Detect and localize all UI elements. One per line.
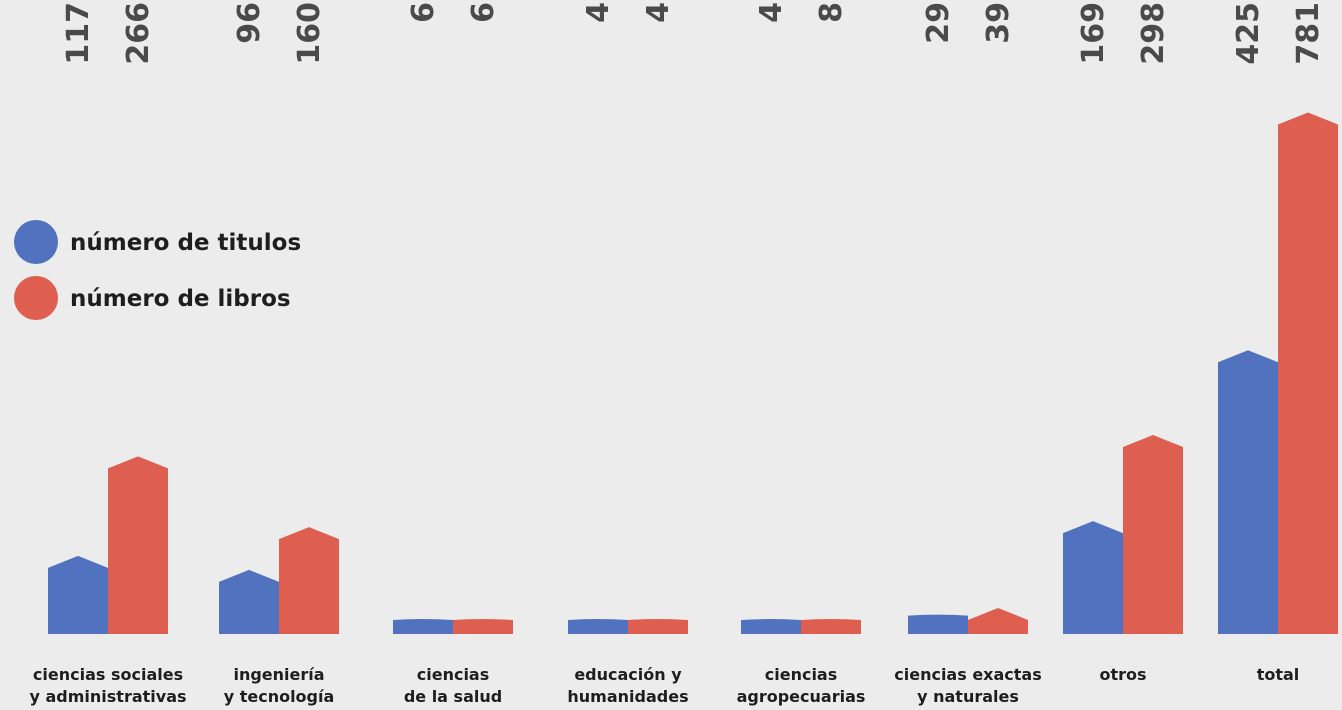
data-label: 4 bbox=[641, 2, 676, 23]
data-label: 6 bbox=[406, 2, 441, 23]
bar bbox=[453, 619, 513, 634]
bar bbox=[908, 614, 968, 634]
category-label: ciencias exactas bbox=[894, 665, 1042, 684]
bar bbox=[968, 607, 1028, 634]
data-label: 781 bbox=[1291, 2, 1326, 65]
category-label: humanidades bbox=[567, 687, 688, 706]
data-label: 4 bbox=[754, 2, 789, 23]
data-label: 96 bbox=[232, 2, 267, 44]
category-label: ciencias sociales bbox=[33, 665, 183, 684]
bar bbox=[393, 619, 453, 634]
bar bbox=[1218, 350, 1278, 634]
data-label: 160 bbox=[292, 2, 327, 65]
category-label: educación y bbox=[574, 665, 682, 684]
category-label: agropecuarias bbox=[737, 687, 866, 706]
value-labels: 117 96 6 4 4 29 169 425 266 160 6 4 8 39 298 781 bbox=[61, 2, 1326, 65]
category-label: otros bbox=[1099, 665, 1146, 684]
data-label: 169 bbox=[1076, 2, 1111, 65]
bars bbox=[48, 112, 1338, 634]
category-label: y administrativas bbox=[29, 687, 186, 706]
bar bbox=[219, 569, 279, 634]
bar bbox=[628, 619, 688, 634]
bar bbox=[279, 527, 339, 634]
legend-marker bbox=[14, 276, 58, 320]
data-label: 117 bbox=[61, 2, 96, 65]
legend-label: número de libros bbox=[70, 286, 291, 312]
legend: número de titulos número de libros bbox=[14, 220, 301, 320]
data-label: 29 bbox=[921, 2, 956, 44]
category-label: ciencias bbox=[417, 665, 490, 684]
legend-label: número de titulos bbox=[70, 230, 301, 256]
category-label: total bbox=[1257, 665, 1300, 684]
bar bbox=[1063, 521, 1123, 634]
bar bbox=[48, 555, 108, 634]
data-label: 4 bbox=[581, 2, 616, 23]
data-label: 6 bbox=[466, 2, 501, 23]
bar bbox=[741, 619, 801, 634]
bar bbox=[568, 619, 628, 634]
bar bbox=[1278, 112, 1338, 634]
data-label: 425 bbox=[1231, 2, 1266, 65]
data-label: 8 bbox=[814, 2, 849, 23]
legend-marker bbox=[14, 220, 58, 264]
category-labels: ciencias sociales y administrativas ingeni… bbox=[29, 665, 1299, 706]
bar bbox=[108, 456, 168, 634]
category-label: y tecnología bbox=[224, 687, 335, 706]
category-label: de la salud bbox=[404, 687, 502, 706]
data-label: 39 bbox=[981, 2, 1016, 44]
data-label: 298 bbox=[1136, 2, 1171, 65]
category-label: ciencias bbox=[765, 665, 838, 684]
category-label: y naturales bbox=[917, 687, 1019, 706]
category-label: ingeniería bbox=[233, 665, 324, 684]
bar bbox=[1123, 435, 1183, 634]
data-label: 266 bbox=[121, 2, 156, 65]
bar bbox=[801, 619, 861, 634]
